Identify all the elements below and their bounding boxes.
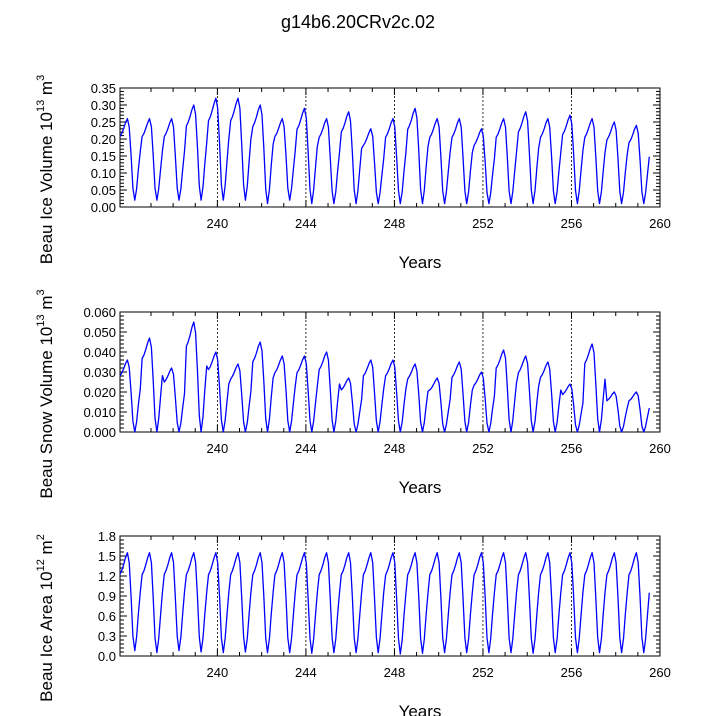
plot-frame — [119, 87, 661, 208]
x-tick-label: 240 — [207, 441, 229, 456]
x-tick-label: 260 — [649, 441, 671, 456]
y-tick-label: 0.25 — [91, 115, 116, 130]
y-axis-label: Beau Ice Area 1012 m2 — [35, 534, 56, 702]
x-tick-label: 248 — [384, 441, 406, 456]
chart-title: g14b6.20CRv2c.02 — [281, 12, 435, 32]
x-axis-label: Years — [399, 478, 442, 497]
y-tick-label: 0.05 — [91, 183, 116, 198]
panel-2: 0.000 0.010 0.020 0.030 0.040 0.050 0.060 240 24… — [35, 289, 671, 498]
y-tick-label: 0.030 — [83, 365, 116, 380]
x-tick-label: 244 — [295, 441, 317, 456]
y-tick-label: 0.00 — [91, 200, 116, 215]
y-tick-label: 0.6 — [98, 609, 116, 624]
y-tick-label: 1.2 — [98, 569, 116, 584]
x-tick-label: 252 — [472, 441, 494, 456]
plot-frame — [119, 311, 661, 433]
y-tick-label: 0.15 — [91, 149, 116, 164]
y-tick-label: 0.060 — [83, 305, 116, 320]
x-tick-label: 248 — [384, 216, 406, 231]
y-tick-label: 0.10 — [91, 166, 116, 181]
x-tick-label: 260 — [649, 216, 671, 231]
series-line — [119, 97, 650, 205]
x-tick-label: 240 — [207, 216, 229, 231]
y-axis-label: Beau Snow Volume 1013 m3 — [35, 289, 56, 498]
y-tick-label: 0.9 — [98, 589, 116, 604]
x-tick-label: 244 — [295, 665, 317, 680]
panel-1: 0.00 0.05 0.10 0.15 0.20 0.25 0.30 0.35 240 244 24… — [35, 75, 671, 272]
panel-3: 0.0 0.3 0.6 0.9 1.2 1.5 1.8 240 244 248 252 256 260 Y… — [35, 529, 671, 716]
y-tick-label: 0.35 — [91, 81, 116, 96]
x-tick-label: 252 — [472, 216, 494, 231]
series-line — [119, 552, 650, 655]
y-tick-label: 0.0 — [98, 649, 116, 664]
x-axis-label: Years — [399, 253, 442, 272]
y-tick-label: 0.050 — [83, 325, 116, 340]
x-axis-label: Years — [399, 702, 442, 716]
series-line — [119, 321, 650, 433]
y-tick-label: 0.010 — [83, 405, 116, 420]
y-tick-label: 1.8 — [98, 529, 116, 544]
x-tick-label: 256 — [561, 216, 583, 231]
y-axis-label: Beau Ice Volume 1013 m3 — [35, 75, 56, 264]
x-tick-label: 260 — [649, 665, 671, 680]
y-tick-label: 0.040 — [83, 345, 116, 360]
x-tick-label: 256 — [561, 665, 583, 680]
y-tick-label: 0.30 — [91, 98, 116, 113]
y-tick-label: 0.000 — [83, 425, 116, 440]
x-tick-label: 240 — [207, 665, 229, 680]
x-tick-label: 256 — [561, 441, 583, 456]
x-tick-label: 252 — [472, 665, 494, 680]
y-tick-label: 0.20 — [91, 132, 116, 147]
x-tick-label: 244 — [295, 216, 317, 231]
y-tick-label: 1.5 — [98, 549, 116, 564]
x-tick-label: 248 — [384, 665, 406, 680]
y-tick-label: 0.020 — [83, 385, 116, 400]
y-tick-label: 0.3 — [98, 629, 116, 644]
